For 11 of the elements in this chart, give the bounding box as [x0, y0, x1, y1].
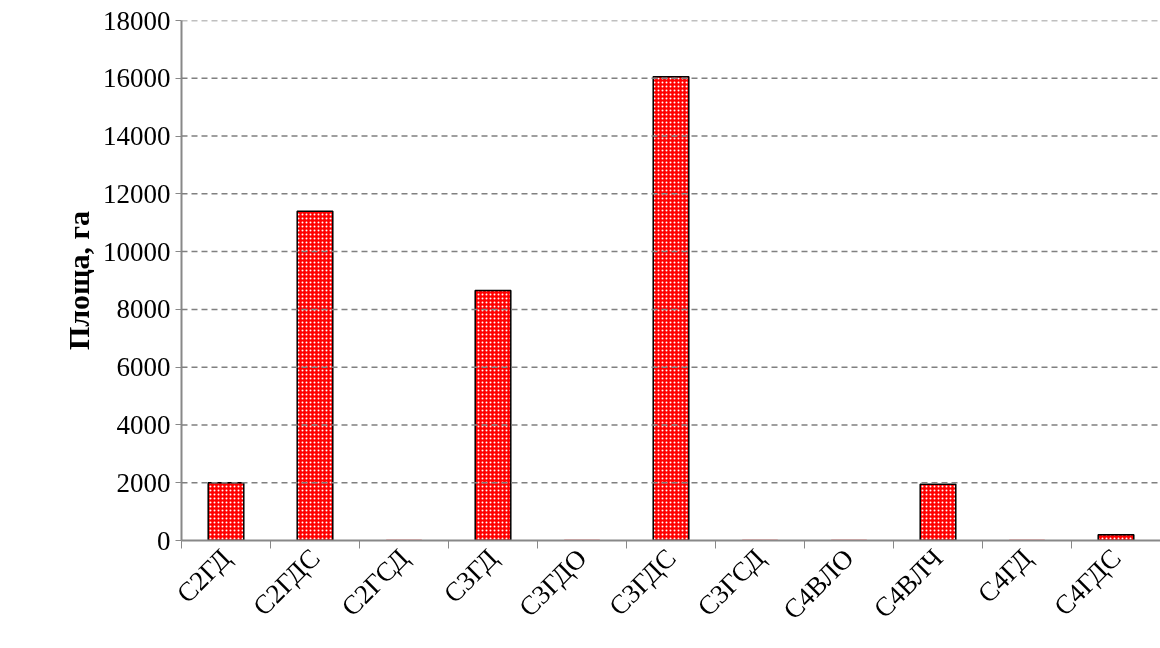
y-tick-label: 10000 [103, 236, 171, 267]
y-tick-label: 16000 [103, 63, 171, 94]
y-tick-label: 0 [157, 525, 171, 556]
y-tick-label: 8000 [116, 294, 171, 325]
y-tick-label: 14000 [103, 121, 171, 152]
y-tick-label: 12000 [103, 178, 171, 209]
y-axis-title: Площа, га [62, 210, 95, 351]
y-tick-label: 6000 [116, 352, 171, 383]
y-tick-label: 18000 [103, 5, 171, 36]
y-tick-label: 4000 [116, 409, 171, 440]
y-tick-label: 2000 [116, 467, 171, 498]
